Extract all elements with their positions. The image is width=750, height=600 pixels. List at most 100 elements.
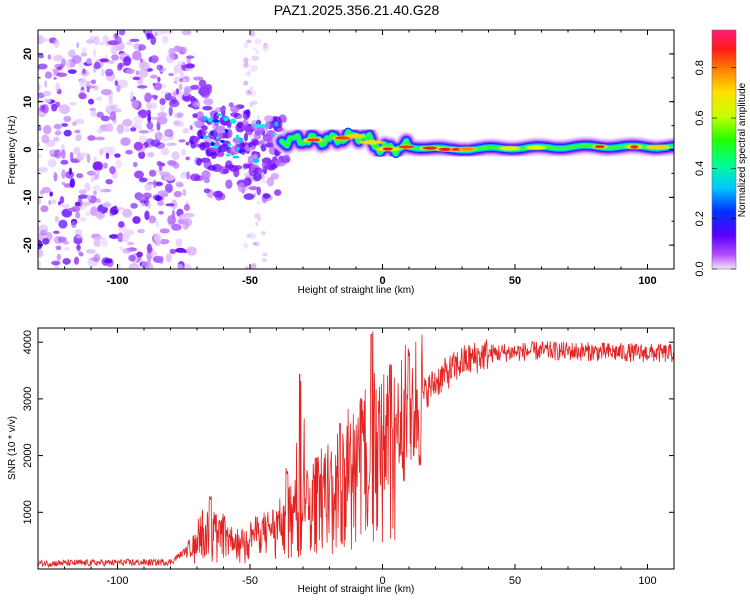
noise-blob [131,99,139,109]
noise-blob [78,252,84,257]
noise-blob [138,177,148,183]
transition-blob [259,139,266,146]
noise-blob [146,121,154,130]
noise-blob [150,102,157,110]
noise-blob [122,248,132,254]
noise-blob [155,195,161,202]
noise-blob [183,212,195,218]
noise-blob [100,88,112,96]
noise-blob [250,65,258,72]
noise-blob [62,258,71,265]
noise-blob [185,156,190,161]
transition-blob [243,132,249,142]
noise-blob [56,253,62,261]
noise-blob [119,52,127,57]
noise-blob [118,221,125,228]
noise-blob [73,146,81,155]
noise-blob [75,211,81,219]
noise-blob [63,241,70,245]
noise-blob [178,139,186,143]
transition-speck [219,139,225,143]
noise-blob [181,78,187,83]
noise-blob [84,182,91,192]
top-xtick-label: -100 [106,275,128,287]
noise-blob [136,251,143,258]
ridge-hotspot [594,145,605,149]
noise-blob [144,210,150,221]
colorbar-frame [711,29,737,270]
noise-blob [87,194,92,201]
noise-blob [168,99,180,108]
noise-blob [76,173,84,179]
transition-blob [270,172,280,180]
noise-blob [104,68,114,77]
noise-blob [155,130,162,140]
noise-blob [181,148,187,156]
noise-blob [149,169,157,177]
noise-blob [128,254,136,262]
noise-blob [105,201,110,209]
noise-blob [255,49,260,54]
top-ytick-label: 0 [22,146,34,152]
transition-speck [225,153,231,157]
transition-blob [236,121,243,129]
noise-blob [54,149,62,159]
noise-blob [61,169,66,179]
signal-ridge [272,122,674,163]
noise-blob [67,207,77,212]
noise-blob [108,97,113,105]
noise-blob [82,68,86,75]
noise-blob [85,39,95,44]
transition-blob [195,111,205,121]
noise-blob [51,198,56,205]
noise-blob [53,39,60,48]
noise-blob [153,82,163,91]
noise-blob [90,175,95,183]
noise-blob [242,62,250,69]
noise-blob [182,127,190,134]
noise-blob [59,196,65,204]
noise-blob [257,217,262,222]
noise-blob [129,266,140,269]
top-ytick-label: 20 [22,48,34,60]
noise-blob [87,98,95,105]
colorbar-tick-label: 0.2 [694,211,706,226]
noise-blob [132,50,142,61]
noise-blob [38,239,43,250]
noise-blob [54,130,62,136]
noise-blob [124,126,130,133]
transition-speck [214,145,219,149]
noise-blob [71,121,77,127]
noise-blob [63,129,72,137]
noise-blob [106,123,114,133]
noise-blob [260,179,269,184]
transition-blob [219,106,225,113]
noise-blob [52,68,59,74]
transition-blob [253,173,262,182]
noise-blob [78,189,87,195]
noise-blob [56,72,68,78]
noise-blob [63,115,72,123]
noise-blob [173,120,182,127]
noise-blob [154,181,164,187]
noise-blob [152,179,157,189]
bot-ytick-label: 3000 [22,387,34,411]
colorbar-tick-label: 0.8 [694,60,706,75]
noise-blob [132,216,141,224]
noise-blob [74,129,81,134]
noise-blob [185,63,195,69]
top-xtick-label: 50 [509,275,521,287]
top-ytick-label: -20 [22,237,34,253]
noise-blob [96,111,104,118]
noise-blob [38,54,44,59]
noise-blob [184,67,194,72]
noise-blob [115,159,123,169]
snr-series-line [38,331,674,569]
transition-blob [192,113,198,119]
noise-blob [61,149,66,160]
transition-speck [274,121,279,127]
noise-blob [61,204,70,208]
noise-blob [75,134,82,142]
noise-blob [101,146,113,153]
colorbar-tick-label: 0.6 [694,110,706,125]
